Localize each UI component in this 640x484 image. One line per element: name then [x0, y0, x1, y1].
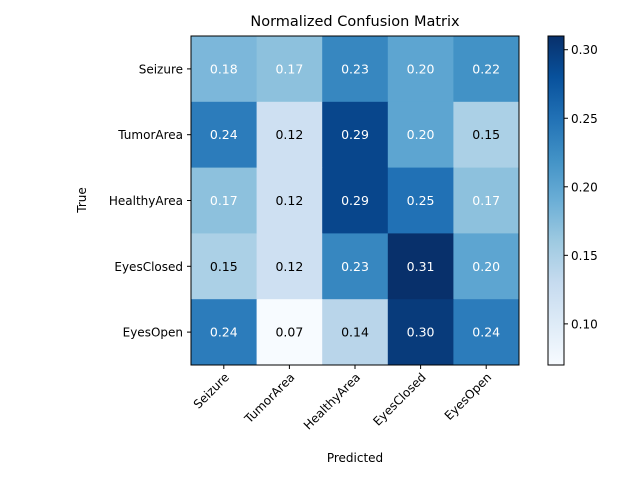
heatmap-cell [256, 36, 323, 103]
cell-value-label: 0.29 [341, 193, 369, 208]
cell-value-label: 0.15 [210, 259, 238, 274]
heatmap-cell [256, 233, 323, 300]
y-tick-label: TumorArea [117, 128, 183, 142]
colorbar-ticks: 0.10 0.15 0.20 0.25 0.30 [564, 43, 598, 331]
cell-value-label: 0.12 [275, 193, 303, 208]
colorbar-tick-label: 0.30 [571, 43, 598, 57]
heatmap-cell [322, 233, 389, 300]
y-tick-labels: Seizure TumorArea HealthyArea EyesClosed Eye… [109, 62, 191, 340]
heatmap-cell [191, 101, 258, 169]
y-axis-label: True [75, 187, 89, 214]
cell-value-label: 0.24 [210, 127, 238, 142]
colorbar-tick-label: 0.25 [571, 112, 598, 126]
heatmap-cells: 0.18 0.17 0.23 0.20 0.22 0.24 0.12 0.29 0.20 0.15… [191, 36, 520, 366]
y-tick-label: EyesClosed [114, 260, 183, 274]
heatmap-cell [453, 101, 520, 169]
heatmap-cell [191, 167, 258, 234]
heatmap-cell [256, 167, 323, 234]
chart-title: Normalized Confusion Matrix [250, 14, 460, 30]
cell-value-label: 0.30 [407, 325, 435, 340]
cell-value-label: 0.12 [275, 259, 303, 274]
cell-value-label: 0.17 [275, 61, 303, 76]
heatmap-cell [256, 101, 323, 169]
cell-value-label: 0.18 [210, 61, 238, 76]
heatmap-cell [191, 233, 258, 300]
heatmap-cell [387, 36, 454, 103]
colorbar [547, 35, 565, 366]
heatmap-cell [453, 233, 520, 300]
heatmap-cell [387, 167, 454, 234]
heatmap-cell [453, 299, 520, 366]
heatmap-cell [322, 299, 389, 366]
x-tick-label: EyesClosed [370, 370, 428, 428]
heatmap-cell [256, 299, 323, 366]
heatmap-cell [453, 167, 520, 234]
cell-value-label: 0.29 [341, 127, 369, 142]
cell-value-label: 0.14 [341, 325, 369, 340]
cell-value-label: 0.12 [275, 127, 303, 142]
cell-value-label: 0.23 [341, 259, 369, 274]
heatmap-cell [322, 167, 389, 234]
x-tick-label: HealthyArea [301, 370, 363, 432]
cell-value-label: 0.20 [472, 259, 500, 274]
x-tick-labels: Seizure TumorArea HealthyArea EyesClosed Eye… [191, 365, 495, 433]
cell-value-label: 0.17 [210, 193, 238, 208]
x-axis-label: Predicted [327, 451, 383, 465]
heatmap-cell [322, 36, 389, 103]
cell-value-label: 0.07 [275, 325, 303, 340]
colorbar-tick-label: 0.20 [571, 180, 598, 194]
cell-value-label: 0.15 [472, 127, 500, 142]
cell-value-label: 0.25 [407, 193, 435, 208]
y-tick-label: Seizure [139, 62, 183, 76]
heatmap-cell [322, 101, 389, 169]
cell-value-label: 0.23 [341, 61, 369, 76]
heatmap-cell [191, 36, 258, 103]
heatmap-cell [387, 233, 454, 300]
colorbar-tick-label: 0.15 [571, 249, 598, 263]
colorbar-tick-label: 0.10 [571, 317, 598, 331]
cell-value-label: 0.24 [210, 325, 238, 340]
cell-value-label: 0.24 [472, 325, 500, 340]
cell-value-label: 0.17 [472, 193, 500, 208]
cell-value-label: 0.22 [472, 61, 500, 76]
cell-value-label: 0.20 [407, 61, 435, 76]
heatmap-cell [191, 299, 258, 366]
heatmap-cell [387, 299, 454, 366]
cell-value-label: 0.31 [407, 259, 435, 274]
x-tick-label: Seizure [191, 370, 232, 411]
cell-value-label: 0.20 [407, 127, 435, 142]
x-tick-label: EyesOpen [442, 370, 495, 423]
y-tick-label: EyesOpen [123, 326, 183, 340]
y-tick-label: HealthyArea [109, 194, 183, 208]
x-tick-label: TumorArea [241, 370, 297, 426]
heatmap-cell [387, 101, 454, 169]
heatmap-cell [453, 36, 520, 103]
